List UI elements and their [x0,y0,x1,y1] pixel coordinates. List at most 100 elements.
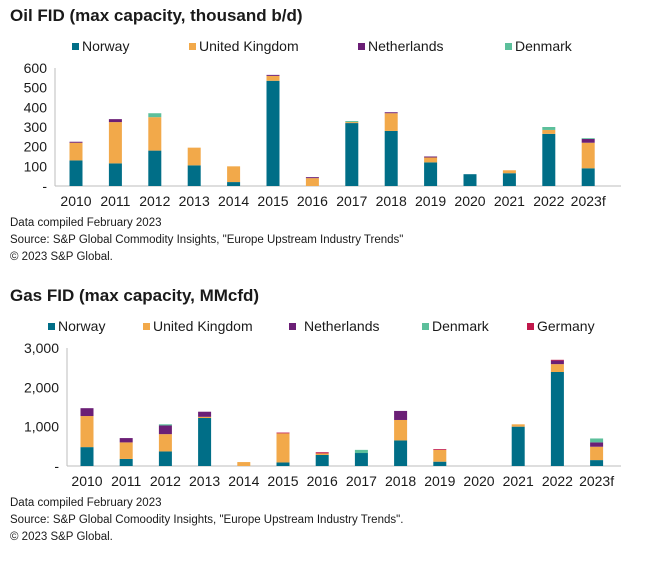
bar-united-kingdom-2013 [198,416,212,419]
bar-norway-2019 [433,461,447,466]
legend-label: Denmark [515,38,572,54]
x-tick-label: 2017 [346,473,377,489]
legend-swatch [358,42,365,50]
bar-netherlands-2023f [581,138,595,143]
y-tick-label: 600 [24,60,48,76]
bar-netherlands-2019 [424,156,438,158]
legend-swatch [143,322,150,330]
bar-norway-2011 [119,458,133,466]
y-tick-label: - [42,178,47,194]
x-tick-label: 2018 [376,193,407,209]
footnote-compiled: Data compiled February 2023 [10,497,162,509]
x-tick-label: 2014 [218,193,249,209]
x-tick-label: 2015 [267,473,298,489]
bar-united-kingdom-2012 [148,117,162,151]
bar-netherlands-2013 [198,411,212,417]
x-tick-label: 2020 [463,473,494,489]
bar-united-kingdom-2019 [424,157,438,163]
legend-label: United Kingdom [153,318,253,334]
gas-footnotes: Data compiled February 2023 Source: S&P … [10,495,403,546]
bar-netherlands-2018 [384,112,398,114]
legend-swatch [422,322,429,330]
bar-united-kingdom-2013 [187,147,201,166]
bar-netherlands-2011 [108,119,122,123]
bar-norway-2014 [227,182,241,186]
legend-item-denmark: Denmark [505,38,572,54]
x-tick-label: 2010 [71,473,102,489]
x-tick-label: 2019 [415,193,446,209]
x-tick-label: 2022 [542,473,573,489]
y-tick-label: 2,000 [24,379,59,395]
bar-united-kingdom-2017 [345,122,359,124]
legend-label: Denmark [432,318,489,334]
bar-netherlands-2010 [69,141,83,143]
bar-united-kingdom-2010 [69,142,83,161]
bar-norway-2018 [384,130,398,186]
bar-germany-2019 [433,449,447,450]
oil-chart: - 100 200 300 400 500 600 2010 2011 2012 2013 2014 2… [24,60,621,209]
bar-united-kingdom-2021 [502,170,516,174]
legend-item-norway: Norway [48,318,105,334]
y-tick-label: 1,000 [24,419,59,435]
legend-swatch [505,42,512,50]
bar-norway-2021 [502,173,516,186]
bar-united-kingdom-2014 [237,462,251,466]
bar-united-kingdom-2018 [394,419,408,441]
bar-norway-2020 [463,174,477,186]
gas-chart: - 1,000 2,000 3,000 2010 2011 2012 2013 2014 2015… [24,340,621,489]
legend-item-denmark: Denmark [422,318,489,334]
oil-footnotes: Data compiled February 2023 Source: S&P … [10,215,403,266]
bar-norway-2011 [108,163,122,186]
x-tick-label: 2023f [571,193,606,209]
x-tick-label: 2021 [503,473,534,489]
bar-germany-2022 [550,359,564,361]
bar-denmark-2012 [148,113,162,118]
bar-netherlands-2015 [266,74,280,76]
x-tick-label: 2014 [228,473,259,489]
bar-united-kingdom-2011 [108,122,122,164]
legend-item-netherlands: Netherlands [289,318,380,334]
bar-netherlands-2011 [119,438,133,443]
y-tick-label: 200 [24,139,48,155]
y-tick-label: - [54,458,59,474]
x-tick-label: 2020 [454,193,485,209]
bar-norway-2013 [198,418,212,466]
bar-united-kingdom-2015 [276,433,290,463]
x-tick-label: 2011 [111,473,141,489]
legend-label: Norway [58,318,106,334]
bar-norway-2022 [542,133,556,186]
bar-united-kingdom-2015 [266,75,280,81]
footnote-compiled: Data compiled February 2023 [10,217,162,229]
bar-united-kingdom-2010 [80,416,94,448]
legend-item-united-kingdom: United Kingdom [143,318,253,334]
bar-united-kingdom-2023f [590,446,604,461]
bar-norway-2012 [148,150,162,186]
bar-netherlands-2018 [394,410,408,420]
legend-swatch [48,322,55,330]
x-tick-label: 2018 [385,473,416,489]
x-tick-label: 2015 [257,193,288,209]
y-tick-label: 300 [24,119,48,135]
legend-swatch [189,42,196,50]
legend-label: Germany [537,318,595,334]
bar-united-kingdom-2012 [158,434,172,452]
x-tick-label: 2023f [579,473,614,489]
bar-norway-2019 [424,162,438,186]
bar-united-kingdom-2011 [119,442,133,459]
bar-norway-2023f [590,460,604,466]
bar-norway-2013 [187,165,201,186]
gas-chart-title: Gas FID (max capacity, MMcfd) [10,286,260,305]
legend-label: Norway [82,38,130,54]
footnote-source: Source: S&P Global Commodity Insights, "… [10,234,404,246]
x-tick-label: 2017 [336,193,367,209]
bar-united-kingdom-2014 [227,166,241,183]
legend-swatch [72,42,79,50]
bar-norway-2023f [581,168,595,186]
bar-netherlands-2010 [80,408,94,417]
bar-norway-2017 [345,123,359,186]
bar-netherlands-2012 [158,425,172,435]
bar-denmark-2023f [581,138,595,140]
bar-norway-2016 [315,454,329,466]
bar-denmark-2023f [590,438,604,443]
